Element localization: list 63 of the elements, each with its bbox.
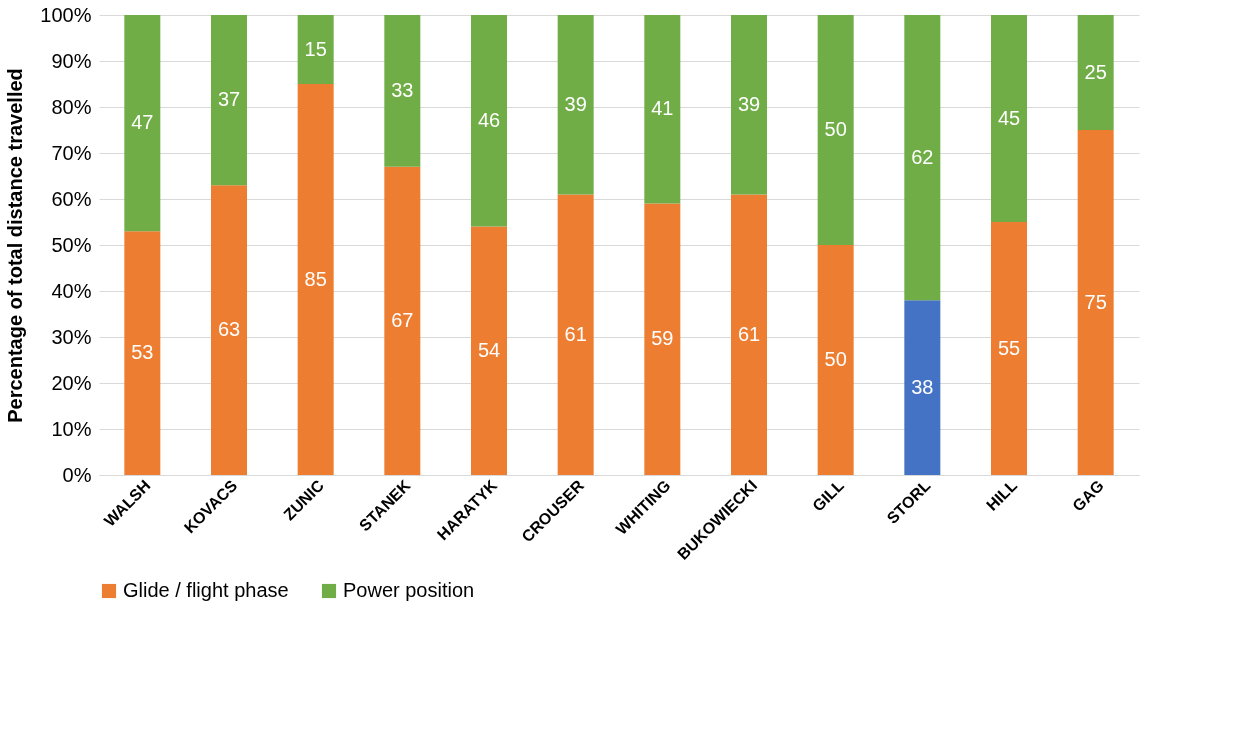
legend-label: Glide / flight phase [123, 579, 289, 601]
bar [384, 166, 421, 475]
data-label: 85 [304, 267, 327, 290]
data-label: 62 [911, 145, 934, 168]
bar [124, 15, 161, 232]
y-tick-label: 10% [51, 417, 92, 440]
bar [471, 15, 507, 227]
data-label: 39 [564, 92, 587, 115]
y-tick-label: 50% [51, 233, 92, 256]
bar [297, 84, 334, 475]
y-tick-label: 100% [40, 3, 92, 26]
data-label: 37 [217, 88, 241, 111]
data-label: 46 [477, 108, 501, 131]
bar [471, 226, 507, 475]
data-label: 50 [824, 118, 847, 140]
bar [297, 15, 334, 84]
data-label: 15 [304, 37, 327, 60]
bar [557, 194, 594, 475]
y-tick-label: 40% [51, 279, 92, 302]
bar [384, 15, 421, 167]
data-label: 63 [217, 318, 241, 341]
bar [904, 15, 941, 301]
data-label: 33 [391, 78, 414, 101]
bar [1077, 15, 1114, 130]
y-tick-label: 20% [51, 371, 92, 394]
data-label: 67 [391, 308, 414, 331]
legend-label: Power position [343, 579, 475, 601]
x-tick-label: GILL [809, 476, 848, 515]
bar [731, 194, 767, 475]
data-label: 39 [737, 92, 761, 115]
data-label: 75 [1084, 290, 1107, 313]
bar [211, 15, 247, 186]
data-label: 47 [131, 111, 154, 134]
y-tick-label: 60% [51, 187, 92, 210]
data-label: 53 [131, 341, 154, 364]
bar [211, 185, 247, 475]
bar [731, 15, 767, 195]
bar [991, 15, 1027, 222]
data-label: 25 [1084, 60, 1107, 83]
y-axis-title: Percentage of total distance travelled [4, 68, 27, 423]
y-tick-label: 70% [51, 141, 92, 164]
data-label: 55 [997, 336, 1021, 359]
data-label: 61 [564, 322, 587, 345]
bar [991, 222, 1027, 475]
data-label: 61 [737, 322, 761, 345]
y-tick-label: 80% [51, 95, 92, 118]
bar [817, 15, 854, 245]
data-label: 59 [651, 327, 674, 350]
y-tick-label: 90% [51, 49, 92, 72]
data-label: 41 [651, 97, 674, 120]
bar [904, 300, 941, 475]
y-tick-label: 30% [51, 325, 92, 348]
bar [644, 15, 681, 204]
bar [557, 15, 594, 195]
data-label: 50 [824, 348, 847, 370]
bar [644, 203, 681, 475]
data-label: 45 [997, 106, 1021, 129]
bar [124, 231, 161, 475]
y-tick-label: 0% [62, 463, 92, 486]
data-label: 54 [477, 338, 501, 361]
bar [1077, 130, 1114, 475]
bar [817, 245, 854, 475]
data-label: 38 [911, 375, 934, 398]
